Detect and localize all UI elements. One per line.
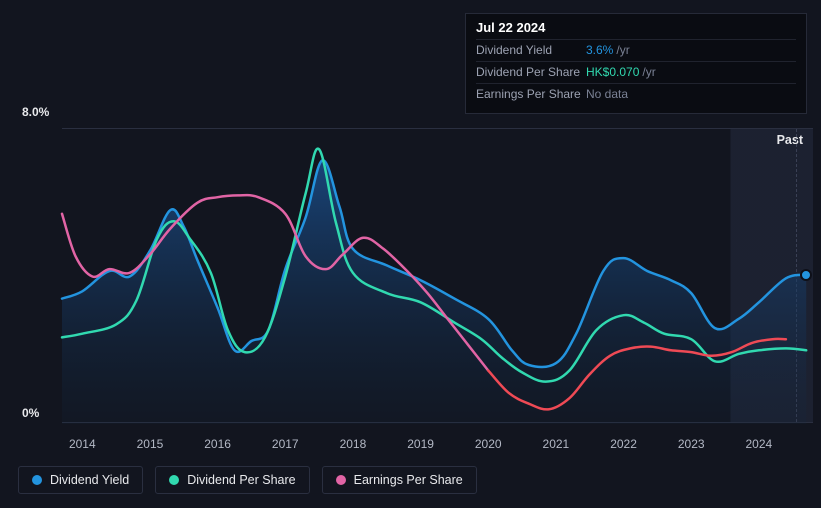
tooltip-title: Jul 22 2024 xyxy=(476,20,796,35)
endpoint-marker xyxy=(800,269,812,281)
legend-label: Dividend Yield xyxy=(50,473,129,487)
legend-dot-icon xyxy=(32,475,42,485)
x-tick-label: 2014 xyxy=(69,437,96,451)
x-tick-label: 2024 xyxy=(746,437,773,451)
tooltip-row: Earnings Per ShareNo data xyxy=(476,83,796,105)
chart-svg xyxy=(62,129,813,424)
x-tick-label: 2015 xyxy=(137,437,164,451)
y-min-label: 0% xyxy=(22,406,39,420)
legend-item-dps[interactable]: Dividend Per Share xyxy=(155,466,309,494)
tooltip-unit: /yr xyxy=(616,42,629,59)
y-max-label: 8.0% xyxy=(22,105,49,119)
x-tick-label: 2017 xyxy=(272,437,299,451)
tooltip-row: Dividend Per ShareHK$0.070/yr xyxy=(476,61,796,83)
x-tick-label: 2022 xyxy=(610,437,637,451)
tooltip-label: Earnings Per Share xyxy=(476,86,586,103)
x-tick-label: 2016 xyxy=(204,437,231,451)
legend: Dividend Yield Dividend Per Share Earnin… xyxy=(18,466,477,494)
legend-label: Dividend Per Share xyxy=(187,473,295,487)
tooltip-value: No data xyxy=(586,86,628,103)
x-tick-label: 2021 xyxy=(543,437,570,451)
tooltip-unit: /yr xyxy=(642,64,655,81)
tooltip-value: 3.6% xyxy=(586,42,613,59)
x-tick-label: 2020 xyxy=(475,437,502,451)
legend-dot-icon xyxy=(169,475,179,485)
legend-dot-icon xyxy=(336,475,346,485)
tooltip-card: Jul 22 2024 Dividend Yield3.6%/yrDividen… xyxy=(465,13,807,114)
legend-label: Earnings Per Share xyxy=(354,473,463,487)
legend-item-yield[interactable]: Dividend Yield xyxy=(18,466,143,494)
tooltip-label: Dividend Yield xyxy=(476,42,586,59)
x-tick-label: 2019 xyxy=(407,437,434,451)
tooltip-label: Dividend Per Share xyxy=(476,64,586,81)
tooltip-value: HK$0.070 xyxy=(586,64,639,81)
x-tick-label: 2018 xyxy=(340,437,367,451)
legend-item-eps[interactable]: Earnings Per Share xyxy=(322,466,477,494)
x-tick-label: 2023 xyxy=(678,437,705,451)
tooltip-row: Dividend Yield3.6%/yr xyxy=(476,39,796,61)
chart-plot[interactable]: Past xyxy=(62,128,813,423)
